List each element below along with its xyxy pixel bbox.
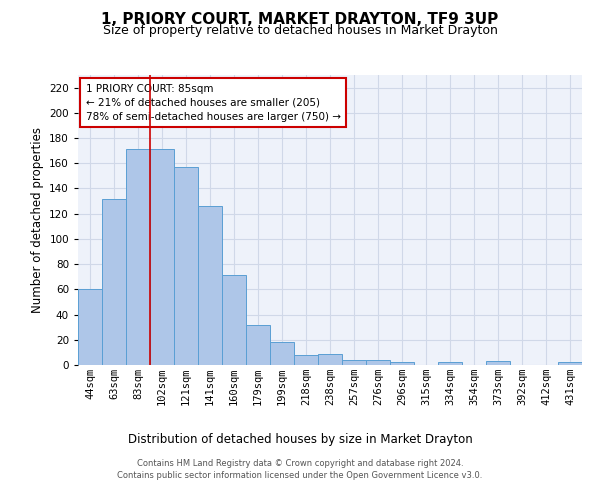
Bar <box>102 198 126 365</box>
Bar <box>558 362 582 365</box>
Text: 1, PRIORY COURT, MARKET DRAYTON, TF9 3UP: 1, PRIORY COURT, MARKET DRAYTON, TF9 3UP <box>101 12 499 28</box>
Y-axis label: Number of detached properties: Number of detached properties <box>31 127 44 313</box>
Text: Size of property relative to detached houses in Market Drayton: Size of property relative to detached ho… <box>103 24 497 37</box>
Bar <box>78 290 102 365</box>
Bar <box>366 360 390 365</box>
Bar <box>222 276 246 365</box>
Bar <box>342 360 366 365</box>
Text: 1 PRIORY COURT: 85sqm
← 21% of detached houses are smaller (205)
78% of semi-det: 1 PRIORY COURT: 85sqm ← 21% of detached … <box>86 84 341 122</box>
Bar <box>486 361 510 365</box>
Bar <box>318 354 342 365</box>
Bar <box>150 150 174 365</box>
Bar <box>438 362 462 365</box>
Bar <box>198 206 222 365</box>
Bar <box>174 167 198 365</box>
Bar <box>270 342 294 365</box>
Text: Contains HM Land Registry data © Crown copyright and database right 2024.
Contai: Contains HM Land Registry data © Crown c… <box>118 459 482 480</box>
Bar <box>246 324 270 365</box>
Bar <box>294 355 318 365</box>
Bar <box>390 362 414 365</box>
Bar <box>126 150 150 365</box>
Text: Distribution of detached houses by size in Market Drayton: Distribution of detached houses by size … <box>128 432 472 446</box>
